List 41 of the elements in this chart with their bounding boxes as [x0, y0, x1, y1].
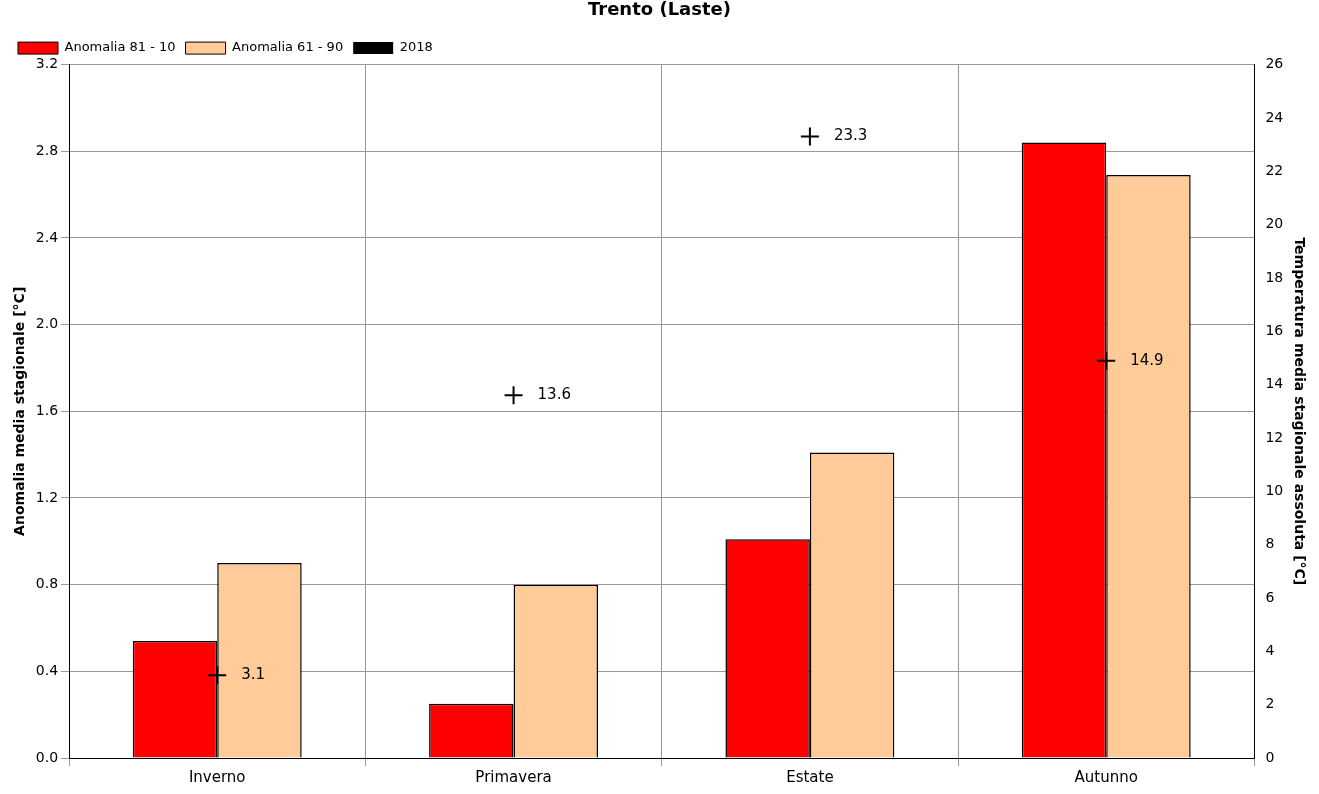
y2-tick-label: 20 — [1265, 215, 1284, 232]
point — [1096, 350, 1117, 371]
legend-label: 2018 — [399, 39, 433, 55]
y-tick-label: 2.4 — [35, 228, 59, 245]
y2-tick-label: 4 — [1265, 641, 1275, 658]
x-tick-label: Estate — [786, 767, 834, 786]
y2-tick-label: 8 — [1265, 535, 1275, 552]
y-tick-label: 0.0 — [35, 748, 59, 765]
chart-title: Trento (Laste) — [587, 0, 732, 20]
y-tick-label: 1.6 — [35, 401, 59, 418]
y2-tick-label: 22 — [1265, 161, 1284, 178]
y2-tick-label: 16 — [1265, 321, 1284, 338]
y2-tick-label: 18 — [1265, 268, 1284, 285]
legend-label: Anomalia 81 - 10 — [64, 39, 176, 55]
y2-tick-label: 14 — [1265, 375, 1284, 392]
y2-tick-label: 0 — [1265, 748, 1275, 765]
y2-tick-label: 2 — [1265, 695, 1275, 712]
y-tick-label: 2.0 — [35, 315, 59, 332]
y-tick-label: 3.2 — [35, 55, 59, 72]
y2-tick-label: 6 — [1265, 588, 1275, 605]
x-tick-label: Autunno — [1074, 767, 1138, 786]
y2-axis-title: Temperatura media stagionale assoluta [°C] — [1291, 237, 1308, 586]
data-label: 3.1 — [241, 665, 266, 684]
x-tick-label: Inverno — [188, 767, 246, 786]
y-tick-label: 0.8 — [35, 575, 59, 592]
y-tick-label: 0.4 — [35, 661, 59, 678]
point — [207, 665, 228, 686]
data-label: 13.6 — [537, 385, 571, 404]
data-label: 23.3 — [833, 126, 868, 145]
point — [799, 126, 820, 147]
y-tick-label: 2.8 — [35, 141, 59, 158]
y2-tick-label: 26 — [1265, 55, 1284, 72]
x-tick-label: Primavera — [475, 767, 552, 786]
point — [503, 385, 524, 406]
legend-label: Anomalia 61 - 90 — [232, 39, 344, 55]
y2-tick-label: 10 — [1265, 481, 1284, 498]
y-tick-label: 1.2 — [35, 488, 59, 505]
y2-tick-label: 24 — [1265, 108, 1284, 125]
y-axis-title: Anomalia media stagionale [°C] — [11, 286, 28, 536]
data-label: 14.9 — [1130, 350, 1164, 369]
y2-tick-label: 12 — [1265, 428, 1284, 445]
